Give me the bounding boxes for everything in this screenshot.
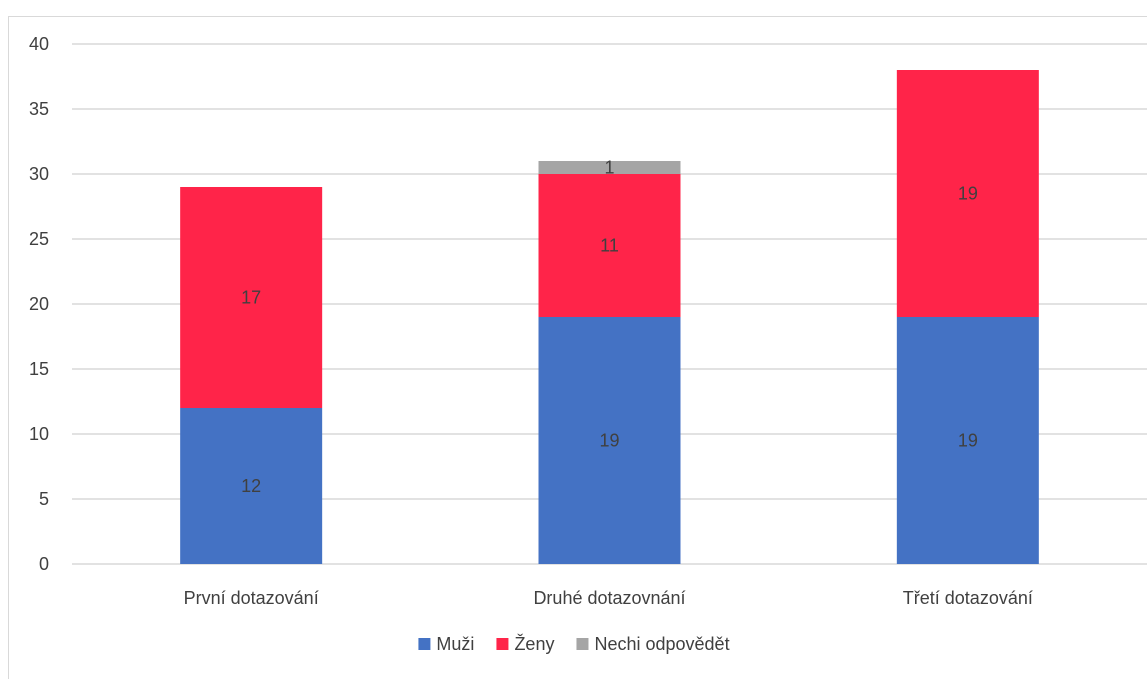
bar-segment xyxy=(180,187,323,408)
legend-label: Nechi odpovědět xyxy=(594,634,729,654)
legend-swatch xyxy=(576,638,589,650)
bar-segment xyxy=(180,408,323,564)
y-tick-label: 0 xyxy=(39,554,49,574)
legend-swatch xyxy=(418,638,431,650)
legend: Muži Ženy Nechi odpovědět xyxy=(418,634,730,654)
data-label: 1 xyxy=(604,158,614,178)
y-tick-label: 25 xyxy=(29,229,49,249)
data-label: 12 xyxy=(241,476,261,496)
bar-segment xyxy=(896,70,1039,317)
legend-label: Ženy xyxy=(514,634,554,654)
y-tick-label: 30 xyxy=(29,164,49,184)
legend-label: Muži xyxy=(436,634,474,654)
x-axis-category-labels: První dotazování Druhé dotazovnání Třetí d… xyxy=(184,588,1033,608)
data-label: 19 xyxy=(599,431,619,451)
y-tick-label: 40 xyxy=(29,34,49,54)
legend-item: Muži xyxy=(418,634,474,654)
bar-segment xyxy=(538,161,681,174)
bar-segment xyxy=(538,317,681,564)
y-tick-label: 10 xyxy=(29,424,49,444)
data-label: 11 xyxy=(600,236,619,256)
y-tick-label: 5 xyxy=(39,489,49,509)
data-label: 19 xyxy=(958,431,978,451)
category-label: Třetí dotazování xyxy=(903,588,1033,608)
bar-segment xyxy=(896,317,1039,564)
y-tick-label: 15 xyxy=(29,359,49,379)
bar-segment xyxy=(538,174,681,317)
category-label: První dotazování xyxy=(184,588,319,608)
bars xyxy=(180,70,1039,564)
legend-swatch xyxy=(496,638,509,650)
chart-frame xyxy=(8,16,1147,679)
legend-item: Ženy xyxy=(496,634,554,654)
y-axis-tick-labels: 0 5 10 15 20 25 30 35 40 xyxy=(29,34,49,574)
data-label: 19 xyxy=(958,184,978,204)
legend-item: Nechi odpovědět xyxy=(576,634,730,654)
y-tick-label: 35 xyxy=(29,99,49,119)
data-label: 17 xyxy=(241,288,261,308)
category-label: Druhé dotazovnání xyxy=(533,588,685,608)
y-tick-label: 20 xyxy=(29,294,49,314)
